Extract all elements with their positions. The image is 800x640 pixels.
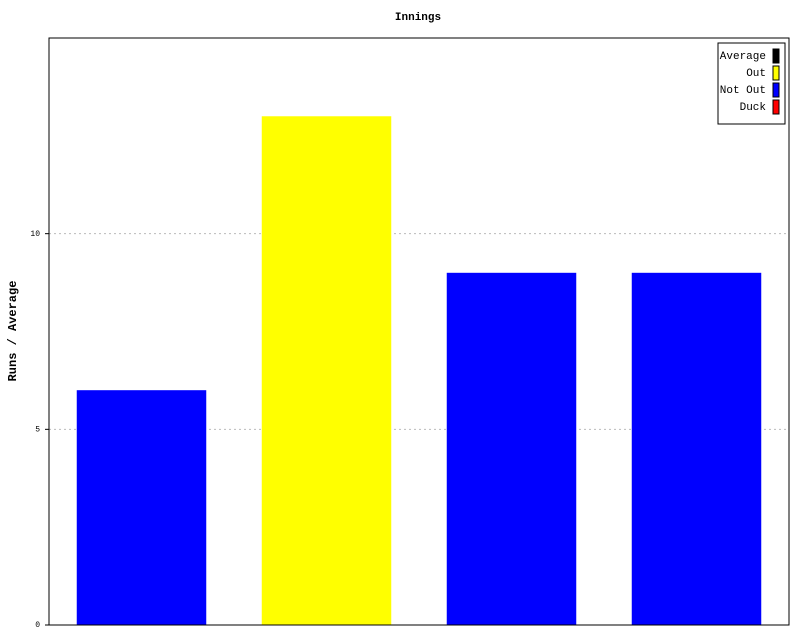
y-tick-label: 10 — [30, 230, 40, 239]
chart-title: Innings — [395, 12, 441, 24]
legend-swatch — [772, 65, 780, 81]
bar — [446, 272, 577, 625]
y-tick-label: 0 — [35, 621, 40, 630]
legend-swatch — [772, 48, 780, 64]
legend-label: Out — [746, 68, 766, 80]
legend-label: Not Out — [720, 85, 766, 97]
legend-swatch — [772, 99, 780, 115]
y-axis-label: Runs / Average — [6, 281, 20, 382]
bar — [261, 116, 392, 626]
y-tick-label: 5 — [35, 425, 40, 434]
bar — [76, 390, 207, 625]
legend-label: Duck — [740, 102, 767, 114]
bar — [631, 272, 762, 625]
legend-label: Average — [720, 51, 766, 63]
plot-frame — [48, 37, 790, 626]
legend-swatch — [772, 82, 780, 98]
